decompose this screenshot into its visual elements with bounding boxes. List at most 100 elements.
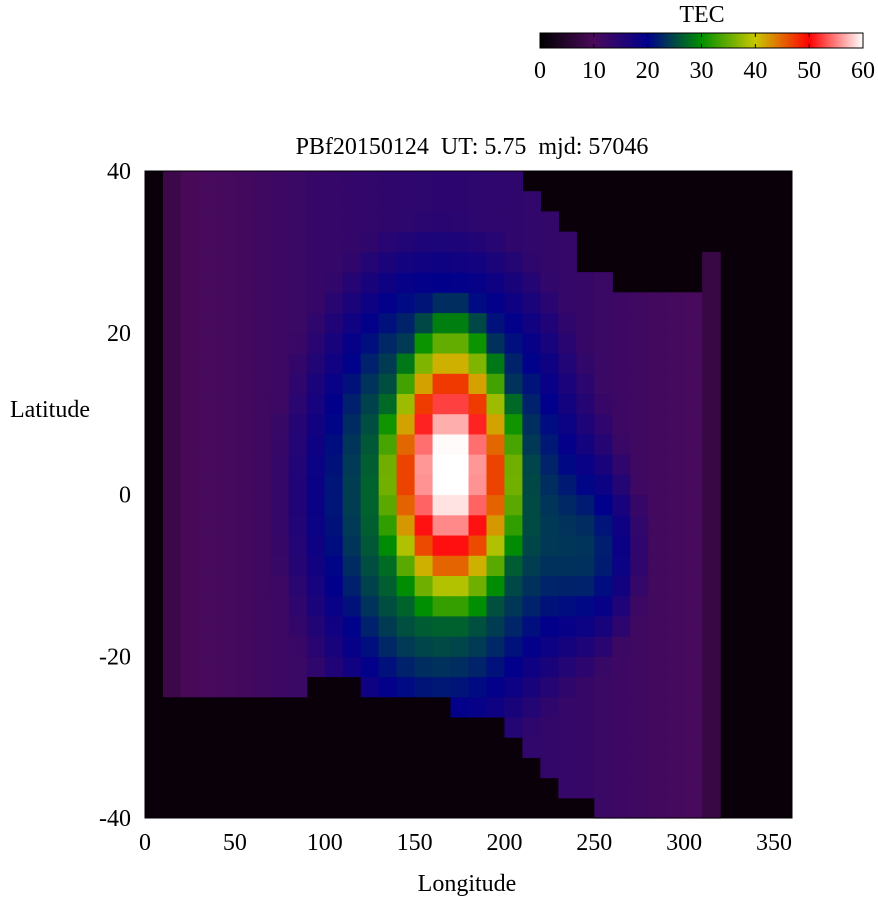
heatmap-cell — [468, 211, 488, 233]
heatmap-cell — [216, 454, 236, 475]
heatmap-cell — [450, 514, 470, 536]
heatmap-cell — [450, 332, 470, 354]
heatmap-cell — [198, 494, 218, 516]
heatmap-cell — [522, 413, 541, 435]
heatmap-cell — [630, 555, 649, 576]
heatmap-cell — [432, 251, 452, 273]
heatmap-cell — [378, 352, 398, 374]
x-axis-ticks: 0 50 100 150 200 250 300 350 — [139, 830, 792, 856]
heatmap-cell — [342, 211, 362, 233]
heatmap-cell — [522, 272, 541, 293]
heatmap-cell — [558, 433, 577, 455]
heatmap-cell — [576, 737, 595, 758]
heatmap-cell — [576, 272, 595, 293]
heatmap-cell — [468, 615, 488, 637]
heatmap-cell — [468, 636, 488, 657]
heatmap-cell — [270, 454, 290, 475]
heatmap-cell — [684, 413, 703, 435]
heatmap-cell — [342, 575, 362, 597]
heatmap-cell — [414, 454, 434, 475]
heatmap-cell — [504, 534, 524, 556]
heatmap-cell — [432, 171, 452, 192]
heatmap-cell — [270, 272, 290, 293]
heatmap-cell — [324, 555, 344, 576]
heatmap-cell — [306, 494, 326, 516]
heatmap-cell — [468, 514, 488, 536]
heatmap-cell — [306, 171, 326, 192]
heatmap-cell — [522, 494, 541, 516]
heatmap-cell — [468, 595, 488, 617]
heatmap-cell — [180, 413, 200, 435]
heatmap-cell — [324, 332, 344, 354]
heatmap-cell — [522, 575, 541, 597]
heatmap-cell — [252, 393, 272, 415]
heatmap-cell — [288, 272, 308, 293]
heatmap-cell — [396, 555, 416, 576]
heatmap-cell — [270, 555, 290, 576]
y-tick-label: -20 — [99, 644, 131, 670]
heatmap-cell — [360, 595, 380, 617]
heatmap-cell — [684, 615, 703, 637]
heatmap-cell — [216, 575, 236, 597]
heatmap-cell — [504, 454, 524, 475]
heatmap-cell — [180, 373, 200, 395]
heatmap-cell — [486, 251, 506, 273]
heatmap-cell — [288, 332, 308, 354]
heatmap-cell — [522, 737, 541, 758]
heatmap-cell — [234, 474, 254, 496]
heatmap-cell — [450, 534, 470, 556]
heatmap-cell — [288, 454, 308, 475]
heatmap-cell — [612, 737, 631, 758]
heatmap-cell — [486, 636, 506, 657]
heatmap-cell — [180, 332, 200, 354]
heatmap-cell — [378, 373, 398, 395]
heatmap-cell — [684, 696, 703, 718]
heatmap-cell — [702, 413, 721, 435]
heatmap-cell — [414, 534, 434, 556]
heatmap-cell — [666, 312, 685, 334]
heatmap-cell — [378, 433, 398, 455]
heatmap-cell — [540, 251, 559, 273]
heatmap-cell — [342, 413, 362, 435]
heatmap-cell — [576, 534, 595, 556]
heatmap-cell — [162, 433, 182, 455]
heatmap-cell — [432, 352, 452, 374]
heatmap-cell — [450, 696, 470, 718]
heatmap-cell — [576, 514, 595, 536]
heatmap-cell — [378, 211, 398, 233]
heatmap-cell — [630, 615, 649, 637]
heatmap-cell — [216, 555, 236, 576]
heatmap-cell — [504, 191, 524, 213]
heatmap-cell — [702, 292, 721, 314]
heatmap-cell — [252, 656, 272, 678]
heatmap-cell — [702, 312, 721, 334]
heatmap-cell — [684, 534, 703, 556]
heatmap-cell — [162, 312, 182, 334]
heatmap-cell — [414, 555, 434, 576]
heatmap-cell — [684, 656, 703, 678]
heatmap-cell — [702, 595, 721, 617]
heatmap-cell — [450, 636, 470, 657]
heatmap-cell — [414, 514, 434, 536]
heatmap-cell — [468, 272, 488, 293]
heatmap-cell — [558, 534, 577, 556]
heatmap-cell — [630, 292, 649, 314]
heatmap-cell — [558, 757, 577, 779]
heatmap-cell — [360, 292, 380, 314]
heatmap-cell — [594, 676, 613, 698]
heatmap-cell — [342, 191, 362, 213]
heatmap-cell — [252, 211, 272, 233]
heatmap-cell — [666, 595, 685, 617]
heatmap-cell — [540, 373, 559, 395]
heatmap-cell — [666, 636, 685, 657]
heatmap-cell — [558, 312, 577, 334]
heatmap-cell — [522, 595, 541, 617]
heatmap-cell — [486, 534, 506, 556]
heatmap-cell — [504, 716, 524, 738]
heatmap-cell — [540, 737, 559, 758]
heatmap-cell — [594, 454, 613, 475]
heatmap-cell — [594, 777, 613, 799]
heatmap-cell — [396, 393, 416, 415]
heatmap-cell — [558, 696, 577, 718]
heatmap-cell — [630, 777, 649, 799]
